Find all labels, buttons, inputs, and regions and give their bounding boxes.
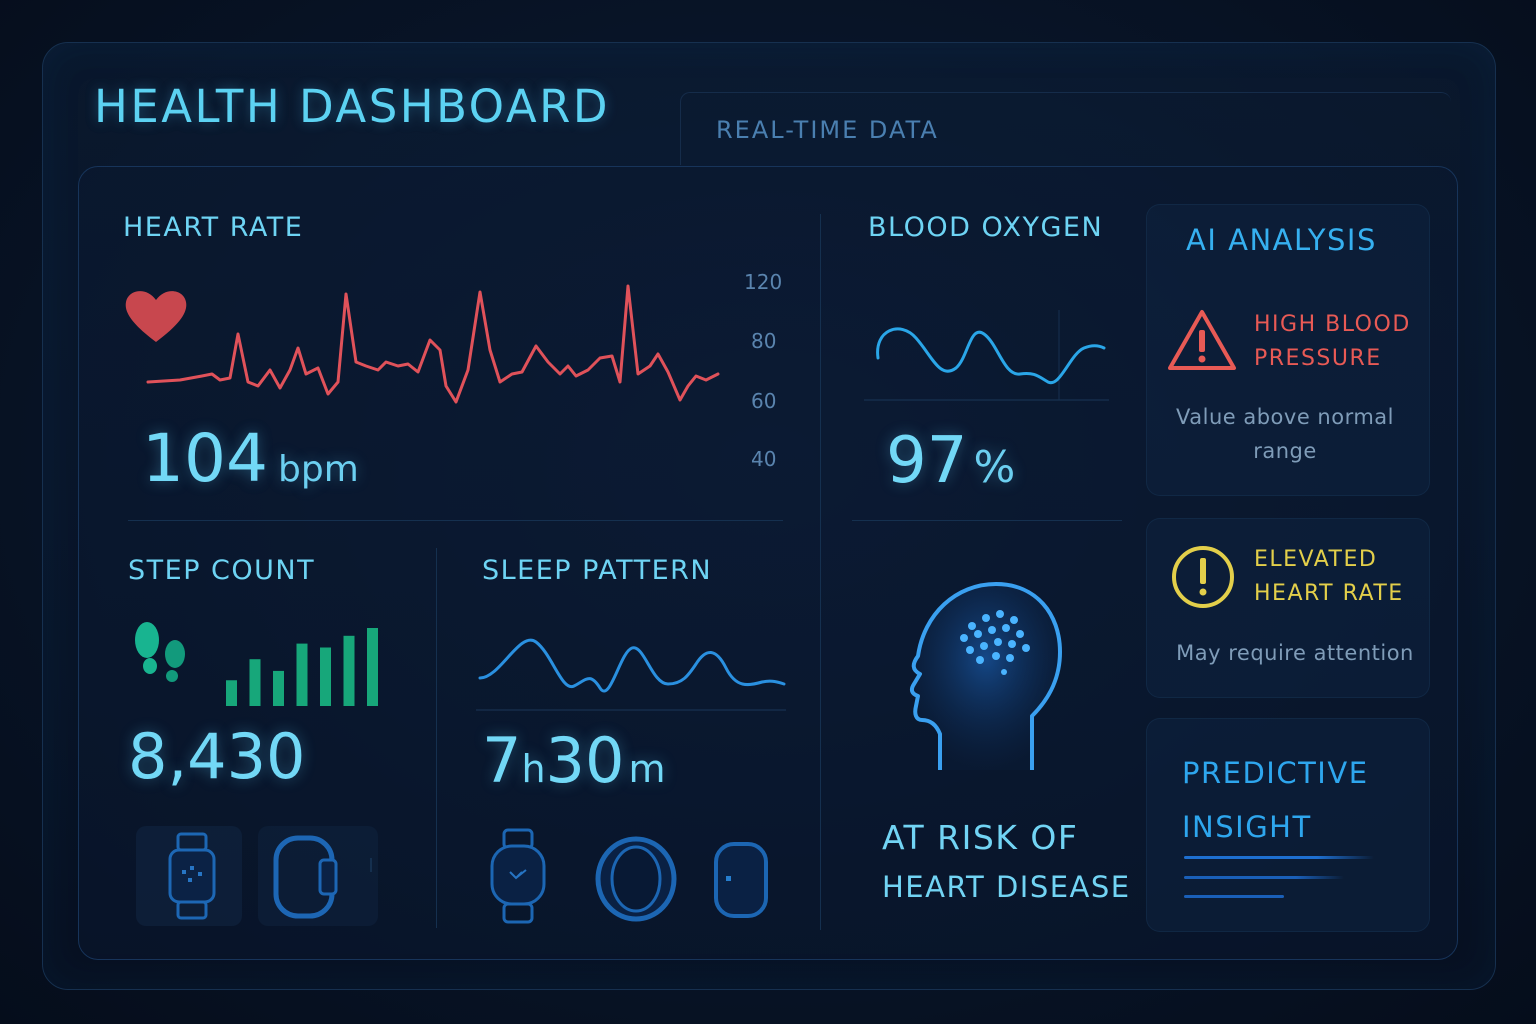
page-title: HEALTH DASHBOARD bbox=[94, 80, 611, 133]
blood-oxygen-value: 97% bbox=[886, 424, 1016, 498]
sleep-pattern-label: SLEEP PATTERN bbox=[482, 555, 713, 586]
smartwatch-icon[interactable] bbox=[164, 832, 220, 922]
alert-1-title: HIGH BLOOD PRESSURE bbox=[1254, 312, 1411, 371]
smart-clip-icon[interactable] bbox=[712, 840, 772, 920]
step-bar bbox=[343, 635, 355, 706]
axis-tick-120: 120 bbox=[744, 270, 783, 294]
brain-head-icon bbox=[909, 582, 1062, 770]
horizontal-divider-left bbox=[128, 520, 783, 521]
sleep-pattern-value: 7h30 m bbox=[482, 724, 666, 797]
predictive-insight-title: PREDICTIVE INSIGHT bbox=[1182, 756, 1369, 844]
round-watch-icon[interactable] bbox=[488, 828, 548, 926]
realtime-tab[interactable] bbox=[680, 92, 1451, 165]
alert-2-title: ELEVATED HEART RATE bbox=[1254, 547, 1404, 606]
device-separator bbox=[370, 858, 372, 872]
sleep-pattern-chart bbox=[476, 638, 786, 711]
axis-tick-60: 60 bbox=[751, 389, 777, 413]
step-count-label: STEP COUNT bbox=[128, 555, 316, 586]
smart-ring-icon[interactable] bbox=[594, 836, 678, 922]
realtime-data-label: REAL-TIME DATA bbox=[716, 116, 939, 144]
heart-rate-chart bbox=[146, 284, 720, 404]
heart-rate-label: HEART RATE bbox=[123, 212, 304, 243]
risk-line-1: AT RISK OF bbox=[882, 818, 1079, 857]
heart-icon bbox=[125, 291, 187, 342]
footprints-icon bbox=[135, 622, 185, 682]
step-bar bbox=[367, 628, 378, 706]
fitness-band-icon[interactable] bbox=[272, 834, 344, 920]
step-bar bbox=[320, 647, 331, 706]
vertical-divider-steps-sleep bbox=[436, 548, 437, 928]
axis-tick-40: 40 bbox=[751, 447, 777, 471]
alert-1-description: Value above normal range bbox=[1176, 405, 1394, 463]
horizontal-divider-right bbox=[852, 520, 1122, 521]
heart-rate-unit: bpm bbox=[277, 449, 359, 490]
exclamation-circle-icon bbox=[1172, 546, 1234, 608]
step-bar bbox=[296, 643, 308, 706]
alert-2-description: May require attention bbox=[1176, 641, 1414, 665]
heart-rate-value: 104 bpm bbox=[142, 420, 359, 497]
ai-analysis-title: AI ANALYSIS bbox=[1186, 223, 1377, 257]
blood-oxygen-chart bbox=[864, 310, 1109, 401]
risk-line-2: HEART DISEASE bbox=[882, 870, 1131, 904]
axis-tick-80: 80 bbox=[751, 329, 777, 353]
vertical-divider-main bbox=[820, 214, 821, 930]
blood-oxygen-label: BLOOD OXYGEN bbox=[868, 212, 1104, 243]
step-count-value: 8,430 bbox=[128, 720, 306, 793]
insight-line-2 bbox=[1184, 876, 1344, 879]
step-count-bars bbox=[226, 628, 378, 706]
insight-line-1 bbox=[1184, 856, 1374, 859]
blood-oxygen-unit: % bbox=[973, 442, 1016, 493]
step-bar bbox=[249, 659, 261, 706]
insight-line-3 bbox=[1184, 895, 1284, 898]
ai-analysis-card bbox=[1146, 204, 1430, 496]
step-bar bbox=[273, 670, 284, 706]
warning-triangle-icon bbox=[1168, 310, 1236, 370]
step-bar bbox=[226, 680, 237, 706]
